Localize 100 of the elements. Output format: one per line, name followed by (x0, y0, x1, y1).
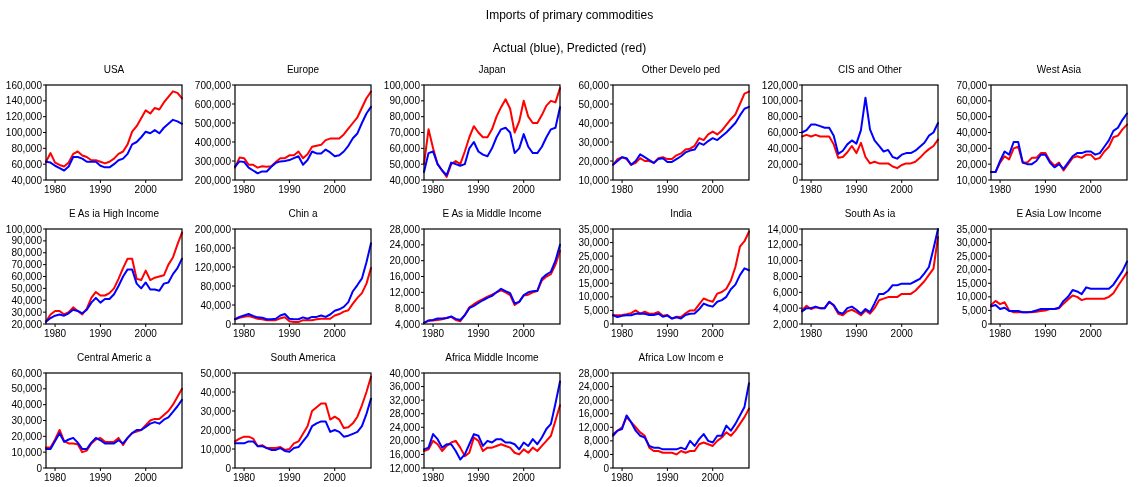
y-tick-label: 5,000 (583, 304, 610, 316)
y-tick-label: 10,000 (767, 255, 799, 267)
y-tick-label: 20,000 (956, 158, 988, 170)
y-tick-label: 40,000 (11, 174, 43, 186)
y-tick-label: 20,000 (578, 264, 610, 276)
y-tick-label: 400,000 (194, 136, 232, 148)
line-series (423, 87, 561, 178)
y-tick-label: 120,000 (761, 79, 799, 91)
x-tick-label: 1990 (1034, 184, 1057, 195)
chart-title: Chin a (288, 208, 318, 219)
x-tick-label: 1980 (43, 328, 67, 339)
y-tick-label: 160,000 (5, 79, 43, 91)
chart-title: Africa Low Incom e (638, 352, 724, 363)
x-tick-label: 1980 (988, 328, 1012, 339)
y-tick-label: 4,000 (583, 448, 610, 460)
line-series (612, 267, 750, 320)
x-tick-label: 1980 (799, 328, 823, 339)
y-tick-label: 35,000 (956, 223, 988, 235)
y-tick-label: 50,000 (578, 98, 610, 110)
y-tick-label: 28,000 (389, 223, 421, 235)
chart-title: E As ia Middle Income (442, 208, 542, 219)
chart-title: West Asia (1036, 64, 1082, 75)
y-tick-label: 60,000 (389, 142, 421, 154)
y-tick-label: 0 (225, 462, 232, 474)
chart-title: Central Americ a (77, 352, 152, 363)
y-tick-label: 0 (792, 174, 799, 186)
x-tick-label: 1980 (232, 472, 256, 483)
x-tick-label: 2000 (701, 328, 725, 339)
y-tick-label: 16,000 (389, 271, 421, 282)
line-series (45, 90, 183, 168)
y-tick-label: 70,000 (956, 79, 988, 91)
y-tick-label: 30,000 (578, 237, 610, 249)
y-tick-label: 40,000 (767, 142, 799, 154)
y-tick-label: 200,000 (194, 223, 232, 235)
y-tick-label: 14,000 (767, 223, 799, 235)
y-tick-label: 20,000 (578, 394, 610, 406)
text: Actual (blue), Predicted (red) (492, 41, 647, 55)
y-tick-label: 10,000 (200, 443, 232, 455)
chart-title: E As ia High Income (68, 208, 160, 219)
y-tick-label: 30,000 (200, 405, 232, 417)
y-tick-label: 10,000 (578, 291, 610, 303)
y-tick-label: 32,000 (389, 394, 421, 406)
x-tick-label: 2000 (134, 184, 158, 195)
line-series (234, 375, 372, 451)
y-tick-label: 50,000 (956, 111, 988, 123)
x-tick-label: 1990 (278, 328, 301, 339)
y-tick-label: 0 (603, 318, 610, 330)
y-tick-label: 24,000 (389, 421, 421, 433)
y-tick-label: 24,000 (578, 381, 610, 393)
line-series (45, 118, 183, 172)
y-tick-label: 90,000 (11, 235, 43, 247)
line-series (423, 404, 561, 458)
y-tick-label: 700,000 (194, 79, 232, 91)
line-series (234, 105, 372, 175)
y-tick-label: 8,000 (583, 435, 610, 447)
x-tick-label: 1980 (799, 184, 823, 195)
y-tick-label: 40,000 (200, 299, 232, 311)
y-tick-label: 40,000 (578, 117, 610, 129)
y-tick-label: 4,000 (772, 302, 799, 314)
y-tick-label: 70,000 (11, 259, 43, 271)
line-series (612, 407, 750, 456)
line-series (234, 90, 372, 169)
y-tick-label: 80,000 (11, 142, 43, 154)
x-tick-label: 1980 (421, 328, 445, 339)
y-tick-label: 28,000 (389, 408, 421, 420)
y-tick-label: 200,000 (194, 174, 232, 186)
y-tick-label: 100,000 (383, 79, 421, 91)
y-tick-label: 160,000 (194, 242, 232, 254)
chart-title: Africa Middle Income (445, 352, 540, 363)
y-tick-label: 60,000 (11, 271, 43, 282)
x-tick-label: 1990 (656, 184, 679, 195)
y-tick-label: 30,000 (956, 237, 988, 249)
x-tick-label: 1990 (1034, 328, 1057, 339)
line-series (234, 266, 372, 324)
x-tick-label: 1990 (89, 184, 112, 195)
x-tick-label: 1990 (89, 328, 112, 339)
x-tick-label: 1990 (467, 184, 490, 195)
x-tick-label: 1980 (43, 184, 67, 195)
line-series (45, 387, 183, 454)
y-tick-label: 20,000 (956, 264, 988, 276)
chart-title: CIS and Other (838, 64, 903, 75)
x-tick-label: 1990 (467, 472, 490, 483)
y-tick-label: 100,000 (5, 223, 43, 235)
y-tick-label: 15,000 (956, 277, 988, 289)
y-tick-label: 60,000 (578, 79, 610, 91)
y-tick-label: 30,000 (11, 306, 43, 318)
y-tick-label: 0 (981, 318, 988, 330)
x-tick-label: 1990 (89, 472, 112, 483)
y-tick-label: 8,000 (394, 302, 421, 314)
y-tick-label: 90,000 (389, 95, 421, 107)
x-tick-label: 2000 (890, 184, 914, 195)
y-tick-label: 12,000 (389, 462, 421, 474)
x-tick-label: 2000 (701, 472, 725, 483)
y-tick-label: 40,000 (200, 386, 232, 398)
text: Imports of primary commodities (485, 8, 654, 22)
y-tick-label: 16,000 (389, 448, 421, 460)
y-tick-label: 40,000 (389, 367, 421, 379)
y-tick-label: 120,000 (5, 111, 43, 123)
x-tick-label: 1990 (467, 328, 490, 339)
x-tick-label: 1990 (656, 328, 679, 339)
